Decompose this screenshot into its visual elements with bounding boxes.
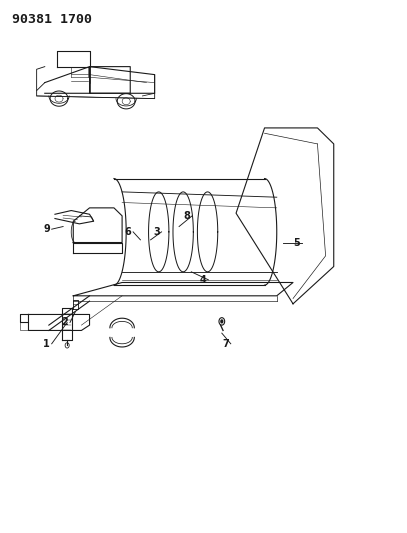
Text: 90381 1700: 90381 1700 <box>12 13 92 26</box>
Text: 2: 2 <box>62 318 68 327</box>
Text: 9: 9 <box>44 224 50 234</box>
Circle shape <box>220 319 223 324</box>
Text: 1: 1 <box>44 339 50 349</box>
Text: 7: 7 <box>223 339 229 349</box>
Text: 6: 6 <box>125 227 131 237</box>
Text: 3: 3 <box>153 227 160 237</box>
Text: 8: 8 <box>184 211 190 221</box>
Text: 5: 5 <box>294 238 300 247</box>
Text: 4: 4 <box>200 275 207 285</box>
